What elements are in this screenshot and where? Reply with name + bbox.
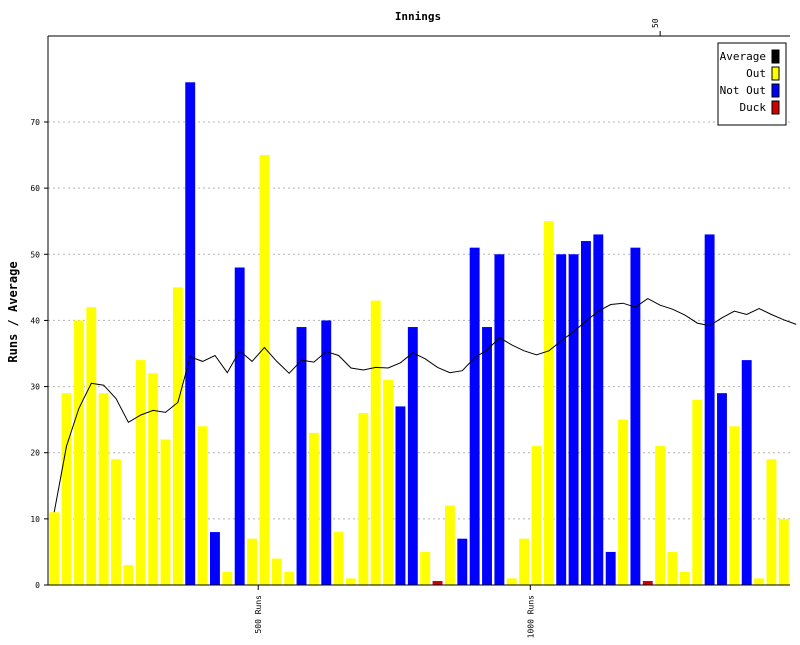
bar-innings-35 [469,247,480,585]
bar-innings-31 [420,551,431,585]
top-tick-label: 50 [651,18,660,28]
bar-innings-19 [271,558,282,585]
bar-innings-27 [370,300,381,585]
y-tick-label: 0 [35,581,40,590]
bar-innings-13 [197,426,208,585]
y-axis-label: Runs / Average [6,261,20,362]
bar-innings-45 [593,234,604,586]
bar-innings-2 [61,393,72,585]
bar-innings-47 [618,419,628,585]
axis-layer: 0 10 20 30 40 50 60 70 50 500 Runs 1000 Runs [30,18,790,638]
legend-swatch [771,66,780,81]
bar-innings-59 [766,459,777,585]
bar-innings-55 [717,393,727,585]
bar-innings-57 [741,360,752,585]
legend-label: Average [720,50,766,63]
bar-innings-48 [630,247,641,585]
bar-innings-6 [111,459,121,585]
bar-innings-25 [346,578,356,585]
bar-innings-26 [358,413,369,585]
bar-innings-53 [692,399,703,585]
bar-innings-44 [581,241,591,585]
bar-innings-60 [778,518,789,585]
bar-innings-22 [308,432,319,585]
legend: Average Out Not Out Duck [717,42,787,126]
bar-innings-32 [432,581,443,585]
bar-innings-1 [49,512,60,585]
bar-innings-52 [679,571,690,585]
bar-innings-39 [519,538,530,585]
chart-title: Innings [395,10,441,23]
bar-innings-18 [259,155,270,585]
bar-innings-43 [568,254,579,586]
bar-innings-38 [506,578,517,585]
bar-innings-30 [407,327,418,585]
bar-innings-58 [754,578,765,585]
y-tick-label: 20 [30,449,40,458]
y-tick-label: 60 [30,184,40,193]
y-tick-label: 30 [30,383,40,392]
bar-innings-40 [531,446,542,585]
bar-innings-24 [333,532,344,585]
bar-innings-36 [482,327,492,585]
y-tick-label: 40 [30,316,40,325]
bar-innings-8 [135,360,146,585]
bar-innings-9 [148,373,159,585]
bars-layer [49,82,789,586]
y-tick-label: 70 [30,118,40,127]
y-tick-label: 50 [30,250,40,259]
bar-innings-12 [185,82,196,585]
bar-innings-23 [321,320,332,585]
milestone-label: 1000 Runs [526,595,535,639]
bar-innings-11 [172,287,183,585]
y-tick-label: 10 [30,515,40,524]
bar-innings-4 [86,307,97,585]
bar-innings-15 [222,571,233,585]
legend-swatch [771,100,780,115]
bar-innings-7 [123,565,134,585]
legend-swatch [771,49,780,64]
legend-label: Duck [740,101,767,114]
legend-label: Out [746,67,766,80]
legend-swatch [771,83,780,98]
bar-innings-34 [457,538,468,585]
bar-innings-33 [444,505,455,585]
bar-innings-51 [667,551,678,585]
bar-innings-56 [729,426,740,585]
bar-innings-46 [605,551,616,585]
bar-innings-41 [543,221,554,585]
bar-innings-14 [210,532,220,585]
bar-innings-54 [704,234,715,586]
bar-innings-21 [296,327,307,585]
average-line-layer [53,298,797,513]
grid-layer [48,121,790,520]
bar-innings-20 [284,571,295,585]
bar-innings-29 [395,406,406,585]
bar-innings-37 [494,254,505,586]
bar-innings-3 [73,320,84,585]
bar-innings-49 [642,581,653,585]
legend-label: Not Out [720,84,766,97]
bar-innings-5 [98,393,109,585]
bar-innings-50 [655,446,666,585]
bar-innings-10 [160,439,171,585]
milestone-label: 500 Runs [254,595,263,634]
bar-innings-17 [247,538,257,585]
bar-innings-42 [556,254,567,586]
average-line [53,298,797,513]
bar-innings-16 [234,267,245,585]
bar-innings-28 [383,379,394,585]
